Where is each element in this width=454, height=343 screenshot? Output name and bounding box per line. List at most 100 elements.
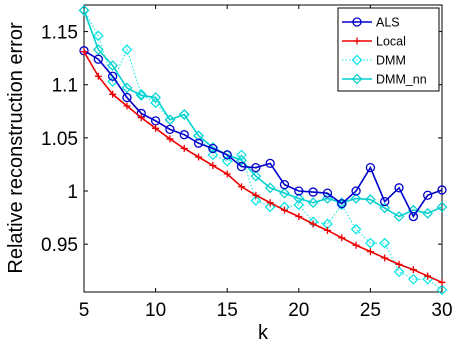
data-point xyxy=(322,193,333,204)
data-point xyxy=(238,183,246,191)
data-point xyxy=(121,82,133,94)
data-point xyxy=(193,130,204,142)
data-point xyxy=(379,202,391,214)
data-point xyxy=(250,170,262,182)
legend: ALS Local DMM DMM_nn xyxy=(337,7,440,92)
legend-entry: ALS xyxy=(342,16,400,30)
data-point xyxy=(379,237,391,249)
series-local xyxy=(80,48,446,286)
data-point xyxy=(294,186,304,196)
data-point xyxy=(193,138,204,148)
legend-label: ALS xyxy=(376,16,400,30)
data-point xyxy=(107,71,118,81)
data-point xyxy=(309,220,317,228)
data-point xyxy=(366,248,374,256)
data-point xyxy=(438,278,446,286)
data-point xyxy=(123,102,131,110)
legend-entry: Local xyxy=(342,35,406,49)
data-point xyxy=(152,124,160,132)
data-point xyxy=(93,54,103,64)
data-point xyxy=(265,158,275,169)
data-point xyxy=(436,201,448,213)
data-point xyxy=(381,254,389,262)
data-point xyxy=(236,154,247,166)
data-point xyxy=(250,195,262,206)
data-point xyxy=(180,145,188,152)
data-point xyxy=(279,187,290,199)
data-point xyxy=(266,199,274,207)
data-point xyxy=(251,162,261,173)
data-point xyxy=(422,207,434,219)
legend-label: DMM_nn xyxy=(376,73,427,87)
data-point xyxy=(137,114,145,122)
data-point xyxy=(78,4,90,16)
y-tick-label: 1 xyxy=(67,182,78,203)
series-line xyxy=(83,50,443,219)
data-point xyxy=(393,211,405,222)
data-point xyxy=(264,201,276,213)
data-point xyxy=(295,213,303,221)
data-point xyxy=(92,30,104,42)
data-point xyxy=(252,191,260,199)
data-point xyxy=(122,92,132,103)
data-point xyxy=(408,204,419,216)
series-line xyxy=(83,51,443,284)
data-point xyxy=(380,196,390,207)
x-axis: 5 10 15 20 25 30 xyxy=(79,5,453,321)
legend-marker xyxy=(351,73,363,85)
series-layer xyxy=(78,4,448,296)
data-point xyxy=(293,193,305,204)
y-tick-label: 1.1 xyxy=(52,76,78,97)
x-tick-label: 15 xyxy=(217,300,238,321)
data-point xyxy=(178,109,190,120)
data-point xyxy=(408,273,419,285)
data-point xyxy=(351,186,361,196)
data-point xyxy=(121,44,133,55)
data-point xyxy=(223,170,231,178)
legend-label: DMM xyxy=(376,54,406,68)
data-point xyxy=(107,60,118,71)
data-point xyxy=(308,187,318,197)
x-tick-label: 20 xyxy=(288,300,309,321)
data-point xyxy=(293,199,305,211)
y-tick-label: 0.95 xyxy=(41,235,78,256)
data-point xyxy=(365,194,376,205)
data-point xyxy=(207,149,219,161)
data-point xyxy=(92,44,104,55)
data-point xyxy=(208,143,218,154)
y-axis-label: Relative reconstruction error xyxy=(5,22,27,274)
data-point xyxy=(394,183,404,193)
data-point xyxy=(280,206,288,214)
legend-marker xyxy=(353,37,361,45)
legend-label: Local xyxy=(376,35,406,49)
x-tick-label: 5 xyxy=(79,300,90,321)
legend-marker xyxy=(352,17,362,27)
data-point xyxy=(322,188,333,198)
data-point xyxy=(307,197,319,209)
data-point xyxy=(408,211,419,222)
y-axis: 0.95 1 1.05 1.1 1.15 xyxy=(41,23,442,256)
data-point xyxy=(195,153,203,161)
data-point xyxy=(166,135,174,143)
data-point xyxy=(222,150,232,160)
data-point xyxy=(365,237,376,249)
data-point xyxy=(423,190,433,200)
data-point xyxy=(336,199,348,211)
data-point xyxy=(150,92,161,103)
data-point xyxy=(350,193,362,204)
data-point xyxy=(409,266,417,274)
data-point xyxy=(209,162,217,170)
data-point xyxy=(279,179,290,190)
y-tick-label: 1.15 xyxy=(41,23,78,44)
data-point xyxy=(337,199,347,209)
x-axis-label: k xyxy=(258,322,269,343)
x-tick-label: 10 xyxy=(145,300,166,321)
data-point xyxy=(94,72,102,80)
legend-entry: DMM xyxy=(342,54,406,68)
data-point xyxy=(338,234,346,242)
data-point xyxy=(165,124,175,135)
data-point xyxy=(424,272,432,280)
data-point xyxy=(236,161,247,172)
data-point xyxy=(395,260,403,268)
